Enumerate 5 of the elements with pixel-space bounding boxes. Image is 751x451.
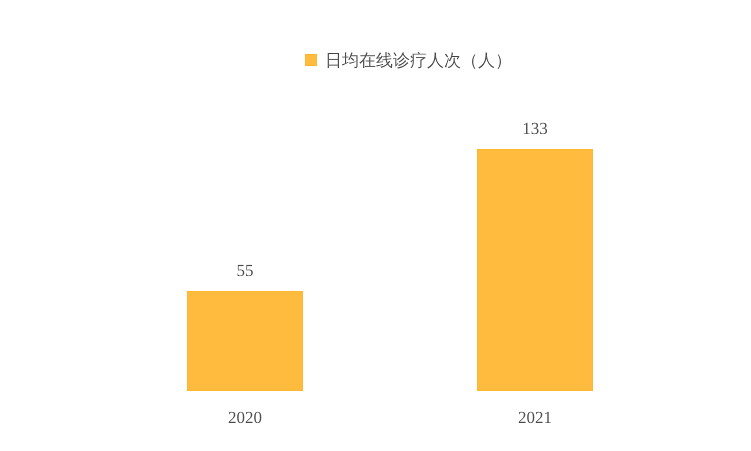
x-tick-label: 2021 [518,408,552,427]
data-label: 133 [522,119,548,138]
legend-label: 日均在线诊疗人次（人） [325,51,512,71]
x-tick-label: 2020 [228,408,262,427]
data-label: 55 [236,260,254,280]
